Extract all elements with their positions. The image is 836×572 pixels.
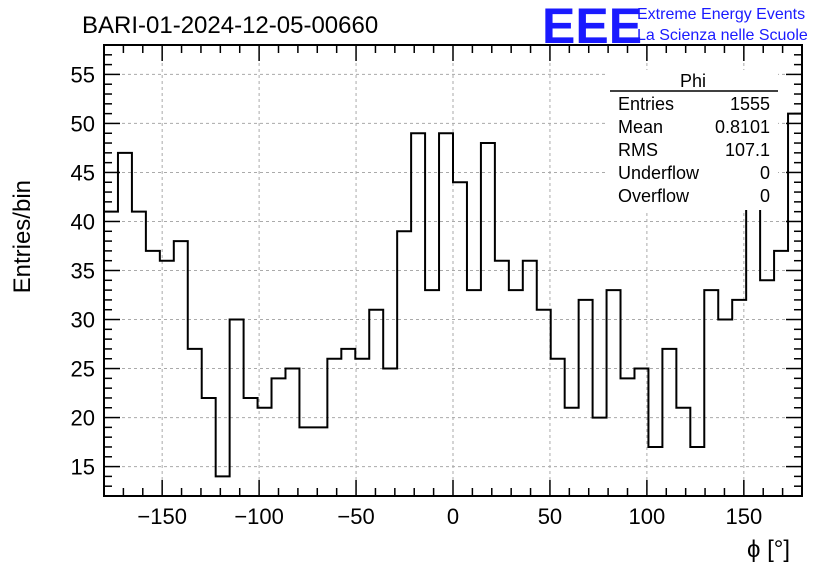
x-tick-labels: −150 −100 −50 0 50 100 150 xyxy=(137,504,762,529)
stats-row-label: RMS xyxy=(618,140,658,160)
stats-row-value: 0 xyxy=(760,186,770,206)
y-tick-label: 40 xyxy=(71,209,95,234)
stats-row-label: Underflow xyxy=(618,163,700,183)
x-tick-label: −150 xyxy=(137,504,187,529)
x-tick-label: 100 xyxy=(629,504,666,529)
histogram-line xyxy=(104,112,802,478)
y-tick-labels: 15 20 25 30 35 40 45 50 55 xyxy=(71,62,95,479)
stats-row-label: Overflow xyxy=(618,186,690,206)
logo-mark: EEE xyxy=(542,0,642,54)
y-tick-label: 50 xyxy=(71,111,95,136)
y-tick-label: 15 xyxy=(71,455,95,480)
stats-row-value: 0.8101 xyxy=(715,117,770,137)
logo-line-1: Extreme Energy Events xyxy=(637,6,805,23)
y-tick-label: 45 xyxy=(71,160,95,185)
stats-row-label: Entries xyxy=(618,94,674,114)
y-tick-label: 20 xyxy=(71,406,95,431)
x-tick-label: −50 xyxy=(337,504,374,529)
axis-ticks xyxy=(103,44,803,496)
y-tick-label: 55 xyxy=(71,62,95,87)
logo-line-2: La Scienza nelle Scuole xyxy=(637,27,808,44)
y-tick-label: 35 xyxy=(71,259,95,284)
x-tick-label: −100 xyxy=(234,504,284,529)
stats-rows: Entries 1555 Mean 0.8101 RMS 107.1 Underflow 0 O… xyxy=(618,94,770,206)
stats-name: Phi xyxy=(680,71,706,91)
eee-logo: EEE Extreme Energy Events La Scienza nel… xyxy=(542,0,808,54)
stats-row-label: Mean xyxy=(618,117,663,137)
y-tick-label: 25 xyxy=(71,357,95,382)
y-tick-label: 30 xyxy=(71,308,95,333)
x-axis-label: ϕ [°] xyxy=(747,536,790,563)
stats-row-value: 0 xyxy=(760,163,770,183)
x-tick-label: 50 xyxy=(538,504,562,529)
stats-row-value: 107.1 xyxy=(725,140,770,160)
chart-title: BARI-01-2024-12-05-00660 xyxy=(82,12,378,39)
stats-box-background xyxy=(608,70,778,210)
x-tick-label: 0 xyxy=(447,504,459,529)
stats-box: Phi Entries 1555 Mean 0.8101 RMS 107.1 Underfl… xyxy=(608,70,778,210)
x-tick-label: 150 xyxy=(725,504,762,529)
stats-row-value: 1555 xyxy=(730,94,770,114)
y-axis-label: Entries/bin xyxy=(9,180,36,293)
